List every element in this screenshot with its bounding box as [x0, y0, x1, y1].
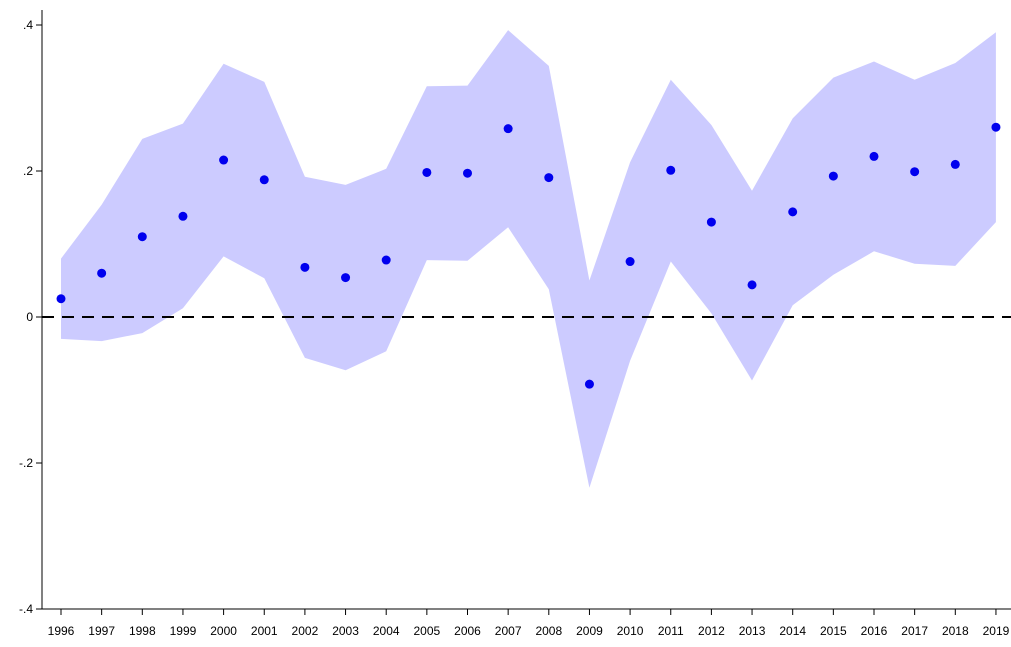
data-point — [991, 122, 1001, 132]
x-tick-label: 2006 — [454, 624, 481, 638]
data-point — [137, 232, 147, 242]
data-point — [625, 257, 635, 267]
data-point — [544, 173, 554, 183]
x-tick-label: 2009 — [576, 624, 603, 638]
data-point — [341, 273, 351, 283]
x-tick-label: 2017 — [901, 624, 928, 638]
x-tick-label: 2004 — [373, 624, 400, 638]
x-tick-label: 2001 — [251, 624, 278, 638]
data-point — [178, 211, 188, 221]
confidence-band-layer — [61, 30, 996, 488]
data-point — [666, 165, 676, 175]
data-point — [706, 217, 716, 227]
x-tick-label: 2000 — [210, 624, 237, 638]
data-point — [97, 268, 107, 278]
data-point — [381, 255, 391, 265]
data-point — [300, 262, 310, 272]
data-point — [503, 124, 513, 134]
x-tick-label: 2002 — [292, 624, 319, 638]
x-tick-label: 1999 — [170, 624, 197, 638]
x-tick-label: 2005 — [413, 624, 440, 638]
y-tick-label: .2 — [23, 164, 33, 178]
confidence-band — [61, 30, 996, 488]
data-point — [910, 167, 920, 177]
data-point — [56, 294, 66, 304]
x-tick-label: 2013 — [739, 624, 766, 638]
points-layer — [56, 122, 1001, 389]
data-point — [747, 280, 757, 290]
x-tick-label: 2003 — [332, 624, 359, 638]
x-tick-label: 2012 — [698, 624, 725, 638]
y-tick-label: .4 — [23, 18, 33, 32]
x-tick-label: 2008 — [535, 624, 562, 638]
data-point — [219, 155, 229, 165]
y-tick-label: 0 — [26, 310, 33, 324]
x-tick-label: 1997 — [88, 624, 115, 638]
x-tick-label: 2011 — [658, 624, 684, 638]
x-tick-label: 2010 — [617, 624, 644, 638]
data-point — [422, 167, 432, 177]
x-tick-label: 2019 — [983, 624, 1010, 638]
x-tick-label: 2007 — [495, 624, 522, 638]
axes-layer: .4 .2 0 -.2 -.4 1996 1997 1998 1999 2000 2001 2002 2… — [19, 10, 1011, 638]
x-tick-label: 2016 — [861, 624, 888, 638]
x-tick-label: 2015 — [820, 624, 847, 638]
data-point — [950, 159, 960, 169]
data-point — [259, 175, 269, 185]
x-tick-label: 2014 — [779, 624, 806, 638]
data-point — [463, 168, 472, 178]
y-tick-label: -.4 — [19, 602, 33, 616]
data-point — [788, 207, 798, 217]
x-tick-label: 2018 — [942, 624, 969, 638]
y-tick-label: -.2 — [19, 456, 33, 470]
x-tick-label: 1998 — [129, 624, 156, 638]
x-tick-label: 1996 — [48, 624, 75, 638]
data-point — [869, 151, 879, 161]
data-point — [828, 171, 838, 181]
data-point — [584, 379, 594, 389]
